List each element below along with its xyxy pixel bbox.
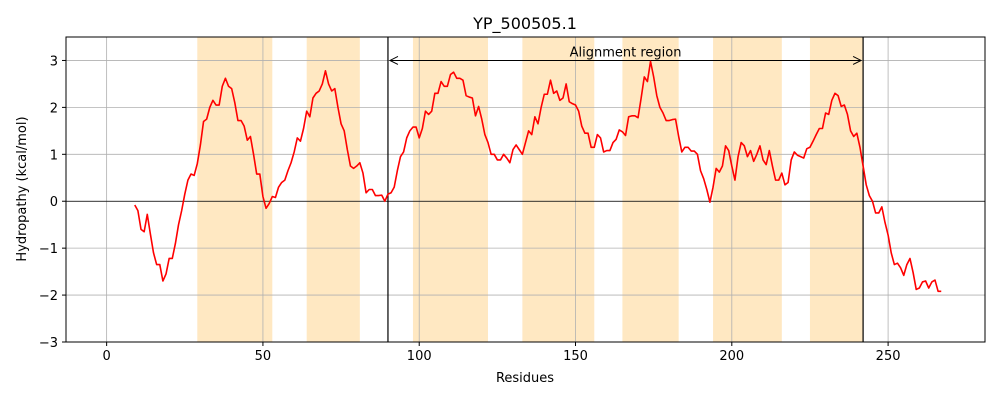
- hydropathy-series: [134, 60, 942, 293]
- band-7: [809, 37, 864, 342]
- x-tick-label: 150: [563, 349, 588, 364]
- y-tick-label: 0: [50, 195, 58, 210]
- y-tick-label: −3: [39, 336, 58, 351]
- ticks: 0 50 100 150 200 250 −3 −2 −1 0 1 2 3: [39, 54, 901, 364]
- chart-title: YP_500505.1: [472, 14, 577, 34]
- y-tick-label: 1: [50, 148, 58, 163]
- axes-frame: [65, 36, 986, 343]
- y-tick-label: −2: [39, 289, 58, 304]
- x-tick-label: 250: [876, 349, 901, 364]
- x-tick-label: 0: [102, 349, 110, 364]
- alignment-region: Alignment region: [387, 37, 864, 342]
- x-tick-label: 50: [255, 349, 272, 364]
- region-arrowhead-left: [388, 56, 399, 65]
- x-tick-label: 200: [719, 349, 744, 364]
- y-tick-label: −1: [39, 242, 58, 257]
- band-6: [713, 37, 782, 342]
- y-axis-label: Hydropathy (kcal/mol): [15, 116, 30, 261]
- hydrophobic-bands: [197, 37, 864, 342]
- plot-frame: [65, 36, 986, 343]
- series-line-1: [134, 60, 942, 293]
- x-tick-label: 100: [407, 349, 432, 364]
- y-tick-label: 2: [50, 101, 58, 116]
- y-tick-label: 3: [50, 54, 58, 69]
- band-1: [197, 37, 273, 342]
- region-label: Alignment region: [570, 45, 682, 60]
- band-5: [622, 37, 679, 342]
- x-axis-label: Residues: [496, 371, 554, 386]
- band-4: [522, 37, 595, 342]
- band-2: [306, 37, 360, 342]
- region-arrowhead-right: [852, 56, 863, 65]
- band-3: [412, 37, 488, 342]
